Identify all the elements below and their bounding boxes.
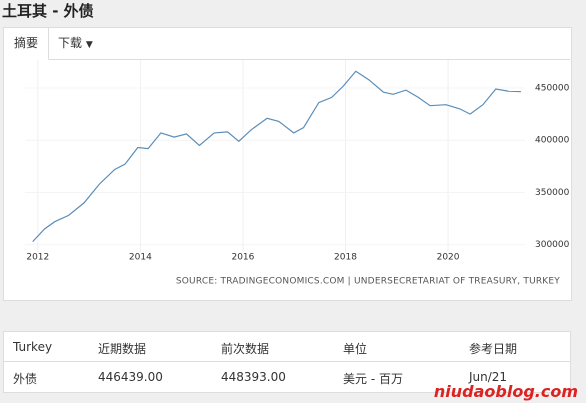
source-note: SOURCE: TRADINGECONOMICS.COM | UNDERSECR… — [176, 277, 560, 287]
data-line — [32, 70, 521, 243]
dropdown-caret[interactable]: ▼ — [85, 40, 93, 50]
data-table: Turkey 近期数据 前次数据 单位 参考日期外债 446439.00 448393.00… — [3, 331, 571, 393]
table-cell: 外债 — [13, 372, 38, 386]
y-tick-label: 350000 — [535, 188, 570, 198]
row-divider — [4, 361, 570, 362]
x-tick-label: 2018 — [334, 253, 357, 263]
x-tick-label: 2012 — [26, 253, 49, 263]
table-cell: Turkey — [13, 340, 53, 354]
watermark: niudaoblog.com — [433, 382, 578, 401]
tab-label[interactable]: 下载 — [58, 36, 83, 50]
tab[interactable]: 摘要 — [4, 28, 50, 60]
x-tick-label: 2014 — [129, 253, 152, 263]
x-tick-label: 2016 — [231, 253, 254, 263]
table-cell: 近期数据 — [98, 342, 147, 356]
tab[interactable]: 下载 ▼ — [48, 28, 103, 59]
table-cell: 单位 — [343, 342, 368, 356]
chart-panel — [3, 27, 572, 301]
y-tick-label: 300000 — [535, 240, 570, 250]
page-title: 土耳其 - 外债 — [2, 2, 94, 20]
table-cell: Jun/21 — [469, 370, 508, 384]
table-cell: 美元 - 百万 — [343, 372, 403, 386]
tab-divider — [48, 59, 570, 60]
table-cell: 446439.00 — [98, 370, 163, 384]
y-tick-label: 400000 — [535, 136, 570, 146]
y-tick-label: 450000 — [535, 83, 570, 93]
table-cell: 448393.00 — [221, 370, 286, 384]
table-cell: 前次数据 — [221, 342, 270, 356]
x-tick-label: 2020 — [437, 253, 460, 263]
table-cell: 参考日期 — [469, 342, 518, 356]
